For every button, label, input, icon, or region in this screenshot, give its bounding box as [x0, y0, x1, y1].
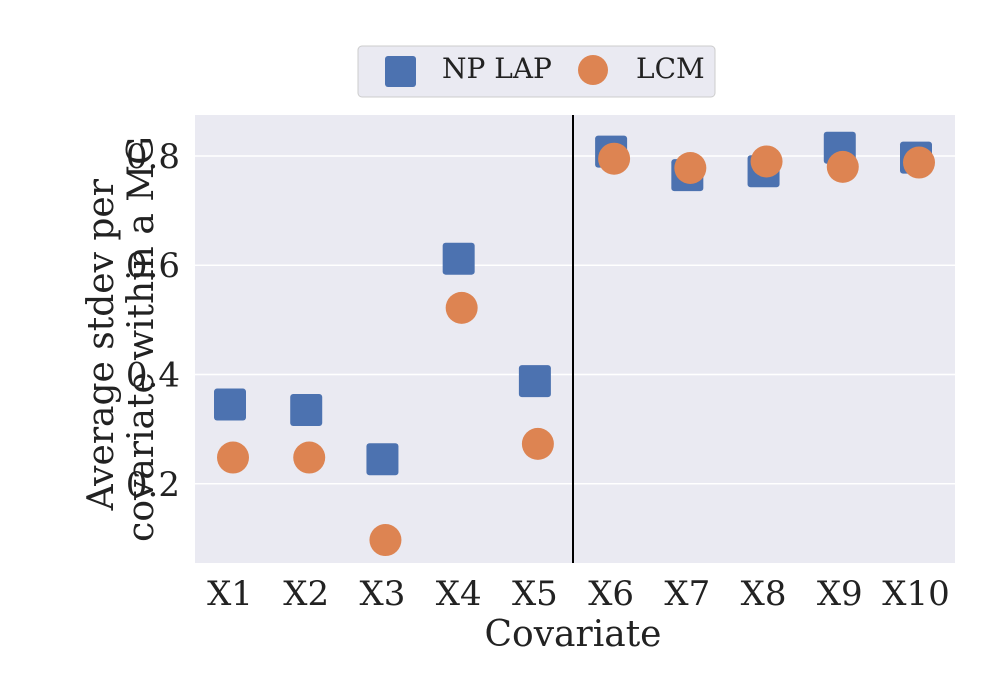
- x-tick-label: X5: [512, 574, 558, 614]
- y-tick-label: 0.6: [126, 246, 180, 286]
- lcm-point: [750, 145, 783, 178]
- lcm-point: [369, 524, 402, 557]
- y-tick-labels: 0.2 0.4 0.6 0.8: [126, 137, 180, 505]
- np-lap-point: [442, 242, 475, 275]
- lcm-point: [674, 151, 707, 184]
- x-tick-label: X8: [741, 574, 787, 614]
- x-axis-label: Covariate: [485, 614, 662, 655]
- lcm-point: [598, 142, 631, 175]
- y-tick-label: 0.8: [126, 137, 180, 177]
- legend-label-np-lap: NP LAP: [442, 52, 552, 85]
- lcm-point: [293, 441, 326, 474]
- y-tick-label: 0.2: [126, 465, 180, 505]
- y-tick-label: 0.4: [126, 356, 180, 396]
- x-tick-label: X3: [360, 574, 406, 614]
- lcm-point: [217, 441, 249, 474]
- np-lap-point: [290, 394, 323, 427]
- data-points: [214, 131, 935, 557]
- x-tick-label: X4: [436, 574, 482, 614]
- np-lap-point: [518, 365, 551, 398]
- lcm-point: [826, 150, 859, 183]
- series-lcm: [217, 142, 935, 557]
- legend-label-lcm: LCM: [636, 52, 705, 85]
- lcm-point: [521, 427, 554, 460]
- x-tick-label: X10: [882, 574, 949, 614]
- legend-circle-marker: [578, 55, 608, 85]
- x-tick-labels: X1 X2 X3 X4 X5 X6 X7 X8 X9 X10: [207, 574, 950, 614]
- lcm-point: [445, 291, 478, 324]
- np-lap-point: [214, 388, 246, 421]
- legend-square-marker: [385, 56, 416, 87]
- grid-lines: [195, 155, 955, 485]
- x-tick-label: X9: [817, 574, 863, 614]
- np-lap-point: [366, 443, 399, 476]
- x-tick-label: X6: [588, 574, 634, 614]
- plot-background: [195, 115, 955, 563]
- legend-box: [357, 45, 716, 98]
- y-axis-label-line-2: covariate within a MG: [121, 136, 162, 542]
- legend: NP LAP LCM: [357, 45, 716, 98]
- x-tick-label: X2: [283, 574, 329, 614]
- lcm-point: [903, 146, 935, 179]
- x-tick-label: X1: [207, 574, 253, 614]
- y-axis-label: Average stdev per covariate within a MG: [81, 136, 162, 542]
- y-axis-label-line-1: Average stdev per: [81, 178, 122, 511]
- x-tick-label: X7: [664, 574, 710, 614]
